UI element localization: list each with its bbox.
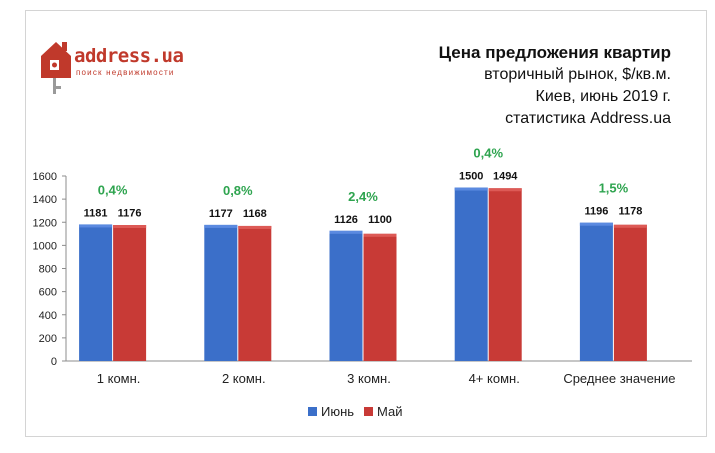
value-label-may: 1494 xyxy=(493,171,518,183)
logo-tagline: поиск недвижимости xyxy=(76,68,175,77)
y-tick-label: 1200 xyxy=(33,217,57,229)
bar-may-top xyxy=(488,188,522,192)
y-tick-label: 600 xyxy=(39,287,57,299)
bar-may-top xyxy=(613,224,647,228)
value-label-june: 1500 xyxy=(459,171,483,183)
change-label: 0,4% xyxy=(98,182,128,197)
y-tick-label: 400 xyxy=(39,310,57,322)
bar-june xyxy=(329,230,363,361)
bar-may-top xyxy=(238,225,272,229)
value-label-june: 1196 xyxy=(584,206,608,218)
chart-title: Цена предложения квартир xyxy=(438,43,671,62)
x-category-label: 2 комн. xyxy=(222,371,266,386)
bar-june-top xyxy=(329,230,363,234)
x-category-label: 4+ комн. xyxy=(469,371,520,386)
x-category-label: 3 комн. xyxy=(347,371,391,386)
chart-subtitle-market: вторичный рынок, $/кв.м. xyxy=(484,66,671,83)
value-label-may: 1178 xyxy=(618,206,642,218)
bar-may xyxy=(113,225,147,361)
chart-subtitle-source: статистика Address.ua xyxy=(505,110,671,127)
legend-swatch-june xyxy=(308,407,317,416)
change-label: 1,5% xyxy=(599,181,629,196)
value-label-june: 1181 xyxy=(84,207,108,219)
value-label-may: 1100 xyxy=(368,214,392,226)
change-label: 0,4% xyxy=(473,146,503,161)
bar-june xyxy=(579,222,613,361)
bar-june xyxy=(454,187,488,361)
chart-title-block: Цена предложения квартир вторичный рынок… xyxy=(439,42,671,130)
change-label: 2,4% xyxy=(348,189,378,204)
value-label-may: 1168 xyxy=(243,208,267,220)
bar-june-top xyxy=(454,187,488,191)
bar-june-top xyxy=(79,224,113,228)
x-category-label: 1 комн. xyxy=(97,371,141,386)
y-tick-label: 0 xyxy=(51,356,57,368)
change-label: 0,8% xyxy=(223,183,253,198)
bar-may xyxy=(363,233,397,361)
bar-june xyxy=(79,224,113,361)
legend-swatch-may xyxy=(364,407,374,416)
y-tick-label: 200 xyxy=(39,333,57,345)
bar-june-top xyxy=(204,224,238,228)
legend-label-may: Май xyxy=(377,404,403,419)
chart-legend: Июнь Май xyxy=(308,404,403,419)
x-category-label: Среднее значение xyxy=(563,371,675,386)
logo-name: address.ua xyxy=(74,45,184,67)
value-label-may: 1176 xyxy=(118,207,142,219)
y-tick-label: 1000 xyxy=(33,240,57,252)
bar-may-top xyxy=(113,225,147,229)
chart-subtitle-date: Киев, июнь 2019 г. xyxy=(535,88,671,105)
bar-june xyxy=(204,224,238,361)
house-logo-icon xyxy=(41,42,71,94)
y-tick-label: 1600 xyxy=(33,171,57,183)
value-label-june: 1126 xyxy=(334,214,358,226)
bar-june-top xyxy=(579,222,613,226)
value-label-june: 1177 xyxy=(209,208,233,220)
bar-may xyxy=(488,188,522,361)
bar-may-top xyxy=(363,233,397,237)
bar-may xyxy=(238,225,272,361)
y-tick-label: 800 xyxy=(39,264,57,276)
legend-label-june: Июнь xyxy=(321,404,355,419)
y-tick-label: 1400 xyxy=(33,194,57,206)
bar-may xyxy=(613,224,647,361)
